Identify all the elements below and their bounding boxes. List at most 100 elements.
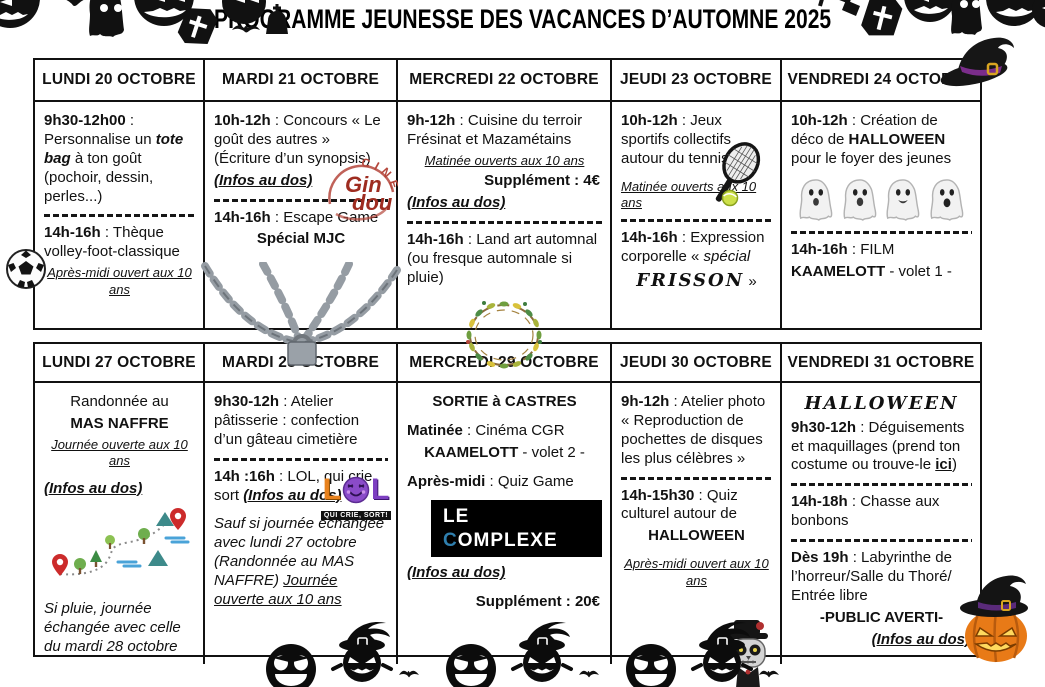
separator-dashes: [214, 198, 388, 202]
bat-icon: [399, 670, 419, 678]
gremlin-witch-hat-icon: [691, 621, 753, 682]
text-segment: : Escape Game: [270, 208, 379, 226]
text-segment: Dès 19h: [791, 549, 849, 567]
activity-text: 9h-12h : Atelier photo « Reproduction de…: [621, 393, 772, 469]
text-segment: SORTIE à CASTRES: [432, 393, 577, 410]
text-segment: : Thèque volley-foot-classique: [44, 224, 180, 261]
soccer-ball-icon: [6, 249, 46, 289]
activity-text: 14h-16h : Thèque volley-foot-classique: [44, 224, 195, 262]
activity-text: Matinée ouverts aux 10 ans: [407, 153, 602, 169]
activity-text: -PUBLIC AVERTI-: [791, 609, 972, 628]
text-segment: 10h-12h: [621, 112, 678, 129]
text-segment: ): [951, 456, 957, 474]
ghost-icons-row: [791, 175, 972, 223]
day-header-mercredi-22: MERCREDI 22 OCTOBRE: [398, 60, 612, 100]
ghost-icon: [930, 178, 964, 221]
text-segment: : Création de déco de: [791, 112, 938, 148]
page-title-wrap: PROGRAMME JEUNESSE DES VACANCES D’AUTOMN…: [0, 4, 1045, 35]
ghost-icon: [799, 178, 833, 221]
activity-text: (Infos au dos): [214, 172, 388, 191]
activity-text: 10h-12h : Concours « Le goût des autres …: [214, 112, 388, 169]
text-segment: - volet 1 -: [885, 262, 952, 280]
activity-text: KAAMELOTT - volet 1 -: [791, 263, 972, 282]
activity-text: (Infos au dos): [407, 564, 602, 583]
text-segment: 9h-12h: [407, 112, 456, 129]
day-header-vendredi-24: VENDREDI 24 OCTOBRE: [787, 71, 975, 88]
text-segment: 14h-16h: [791, 240, 848, 258]
day-header-vendredi-31: VENDREDI 31 OCTOBRE: [787, 353, 975, 371]
page-title: PROGRAMME JEUNESSE DES VACANCES D’AUTOMN…: [213, 4, 832, 34]
activity-text: 14h-16h : FILM: [791, 241, 972, 260]
text-segment: 14h-15h30: [621, 486, 695, 504]
text-segment: 9h30-12h00: [44, 112, 126, 129]
text-segment: : Labyrinthe de l’horreur/Salle du Thoré…: [791, 549, 952, 604]
text-segment: : Expression corporelle «: [621, 229, 765, 266]
activity-text: SORTIE à CASTRES: [407, 393, 602, 412]
le-complexe-logo: LE COMPLEXE: [431, 499, 602, 558]
lol-movie-logo: L L QUI CRIE, SORT!: [314, 475, 398, 520]
text-segment: »: [744, 273, 757, 291]
text-segment: Matinée: [407, 421, 463, 439]
text-segment: (Infos au dos): [871, 630, 970, 648]
text-segment: (Infos au dos): [44, 479, 143, 497]
text-segment: : Déguisements et maquillages (prend ton…: [791, 418, 965, 474]
text-segment: Matinée ouverts aux 10 ans: [424, 152, 585, 168]
text-segment: Journée ouverte aux 10 ans: [214, 572, 342, 609]
svg-text:dou: dou: [352, 190, 393, 215]
cell-mercredi-29: SORTIE à CASTRES Matinée : Cinéma CGR KAAM…: [398, 383, 612, 665]
separator-dashes: [214, 457, 388, 461]
activity-text: (Infos au dos): [44, 480, 195, 499]
skeleton-character-icon: [728, 620, 768, 687]
separator-dashes: [407, 220, 602, 224]
activity-text: 9h-12h : Cuisine du terroir Frésinat et …: [407, 112, 602, 150]
text-segment: : Atelier pâtisserie : confection d’un g…: [214, 393, 360, 448]
svg-text:Gin: Gin: [345, 172, 382, 197]
gremlin-pumpkin-face-icon: [626, 644, 676, 687]
text-segment: à ton goût (pochoir, dessin, perles...): [44, 149, 154, 205]
text-segment: : Concours « Le goût des autres » (Écrit…: [214, 112, 381, 167]
ghost-icon: [843, 178, 877, 221]
text-segment: spécial: [703, 248, 751, 266]
separator-dashes: [44, 214, 195, 218]
text-segment: HALLOWEEN: [648, 527, 745, 545]
cell-lundi-27: Randonnée au MAS NAFFRE Journée ouverte au…: [35, 383, 205, 665]
cell-lundi-20: 9h30-12h00 : Personnalise un tote bag à …: [6, 102, 205, 330]
text-segment: 14h-16h: [214, 208, 271, 226]
activity-text: Supplément : 20€: [407, 593, 602, 612]
activity-text: 14h-18h : Chasse aux bonbons: [791, 493, 972, 531]
text-segment: MAS NAFFRE: [70, 414, 169, 432]
text-segment: 9h30-12h: [214, 393, 280, 410]
activity-text: Randonnée au: [44, 393, 195, 412]
text-segment: : Atelier photo « Reproduction de pochet…: [621, 393, 766, 467]
lol-smiley-icon: [342, 476, 370, 504]
bat-icon: [579, 670, 599, 678]
text-segment: 14h :16h: [214, 467, 275, 485]
text-segment: KAAMELOTT: [424, 443, 519, 461]
activity-text: Après-midi ouvert aux 10 ans: [44, 265, 195, 298]
text-segment: KAAMELOTT: [791, 262, 886, 280]
gremlin-witch-hat-icon: [331, 621, 393, 682]
week1-header-row: LUNDI 20 OCTOBRE MARDI 21 OCTOBRE MERCRE…: [35, 60, 980, 102]
tennis-racket-icon: [715, 142, 761, 207]
activity-text: Journée ouverte aux 10 ans: [44, 437, 195, 470]
activity-text: 14h :16h : LOL, qui crie sort (Infos au …: [214, 468, 388, 506]
pumpkin-witch-hat-icon: [960, 575, 1028, 663]
text-segment: 10h-12h: [791, 112, 848, 129]
text-segment: : Chasse aux bonbons: [791, 493, 940, 530]
text-segment: tote bag: [44, 130, 184, 167]
separator-dashes: [621, 219, 772, 223]
text-segment: Spécial MJC: [256, 230, 346, 248]
activity-text: MAS NAFFRE: [44, 415, 195, 434]
cell-mercredi-22: 9h-12h : Cuisine du terroir Frésinat et …: [398, 102, 612, 369]
text-segment: Après-midi: [407, 472, 486, 490]
activity-text: FRISSON »: [621, 270, 772, 293]
text-segment: : Land art automnal (ou fresque automnal…: [407, 230, 598, 286]
text-segment: (Infos au dos): [214, 171, 313, 189]
week1-table: LUNDI 20 OCTOBRE MARDI 21 OCTOBRE MERCRE…: [6, 58, 982, 369]
activity-text: HALLOWEEN: [621, 527, 772, 546]
text-segment: Après-midi ouvert aux 10 ans: [47, 265, 192, 297]
text-segment: -PUBLIC AVERTI-: [819, 608, 944, 626]
activity-text: 10h-12h : Création de déco de HALLOWEEN …: [791, 112, 972, 169]
separator-dashes: [791, 230, 972, 234]
activity-text: Si pluie, journée échangée avec celle du…: [44, 600, 195, 657]
